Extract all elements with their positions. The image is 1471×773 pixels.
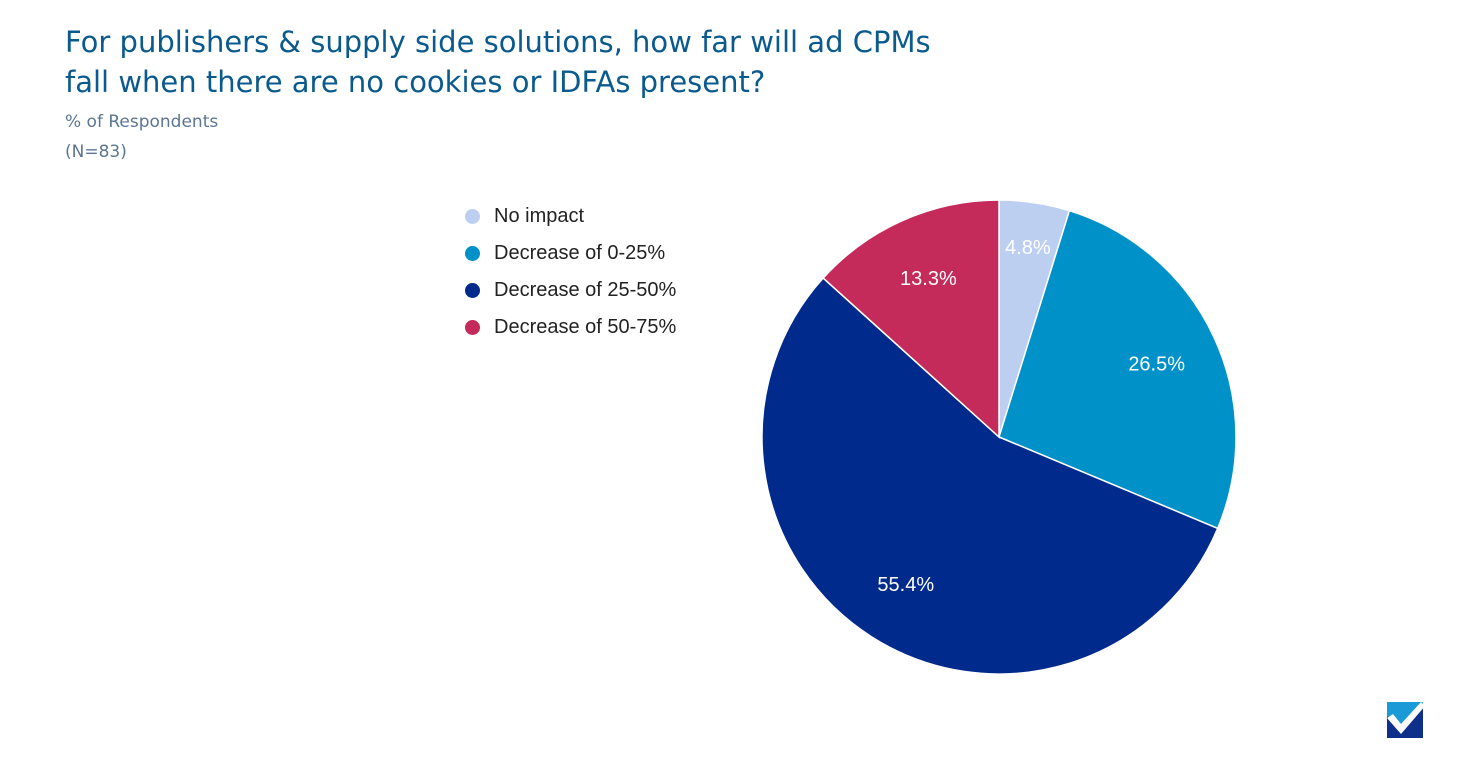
data-label: 55.4% (877, 574, 934, 596)
legend-swatch (465, 246, 480, 261)
pie-slice (822, 199, 1000, 439)
legend-label: No impact (494, 205, 585, 227)
chart-subtitle: % of Respondents (65, 112, 219, 132)
legend-item: Decrease of 50-75% (465, 309, 676, 346)
data-label: 4.8% (1005, 237, 1051, 259)
chart-title: For publishers & supply side solutions, … (65, 25, 931, 99)
legend: No impact Decrease of 0-25% Decrease of … (465, 198, 676, 346)
legend-swatch (465, 320, 480, 335)
data-label: 13.3% (900, 268, 957, 290)
legend-swatch (465, 283, 480, 298)
legend-label: Decrease of 25-50% (494, 279, 677, 301)
pie-slice (761, 276, 1219, 675)
legend-label: Decrease of 0-25% (494, 242, 666, 264)
data-label: 26.5% (1128, 353, 1185, 375)
checkmark-logo-icon (1387, 702, 1423, 738)
legend-label: Decrease of 50-75% (494, 316, 677, 338)
legend-item: Decrease of 25-50% (465, 272, 676, 309)
legend-item: No impact (465, 198, 676, 235)
legend-swatch (465, 209, 480, 224)
pie-slice (998, 209, 1237, 530)
sample-size-note: (N=83) (65, 142, 127, 162)
legend-item: Decrease of 0-25% (465, 235, 676, 272)
